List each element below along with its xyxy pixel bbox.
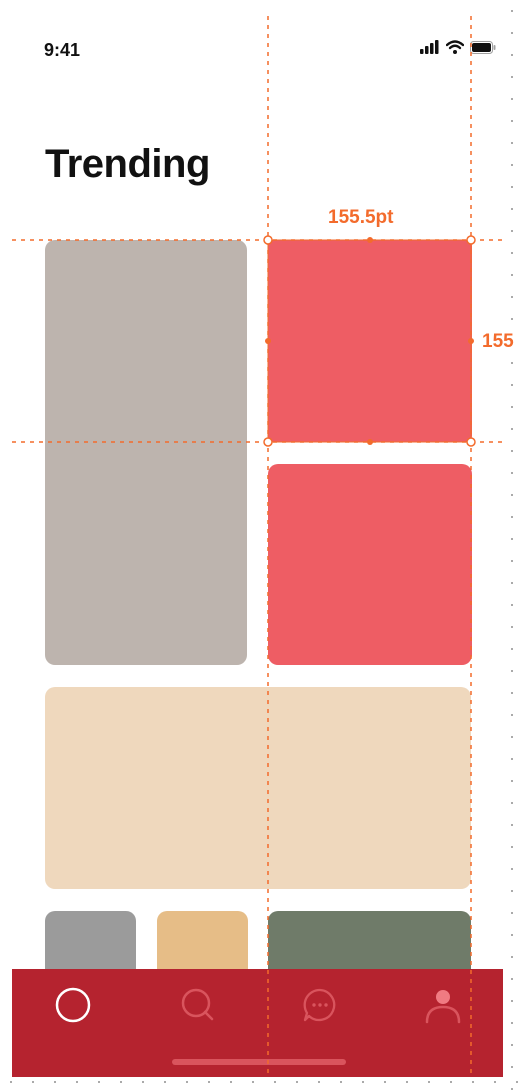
tab-bar [12, 969, 503, 1077]
status-time: 9:41 [44, 40, 80, 61]
home-circle-icon [54, 986, 92, 1024]
canvas-edge-dots-right [511, 0, 513, 1090]
search-icon [178, 985, 218, 1025]
beige-tile[interactable] [45, 687, 471, 889]
tab-search[interactable] [178, 985, 218, 1025]
gray-tile[interactable] [45, 240, 247, 665]
red-tile-selected[interactable] [268, 240, 472, 442]
height-dimension-label: 155 [482, 331, 514, 353]
chat-bubble-icon [300, 985, 340, 1025]
canvas-edge-dots-bottom [0, 1081, 518, 1083]
tab-profile[interactable] [423, 985, 463, 1025]
tab-messages[interactable] [300, 985, 340, 1025]
red-tile[interactable] [268, 464, 472, 665]
home-indicator [172, 1059, 346, 1065]
tab-home[interactable] [53, 985, 93, 1025]
page-title: Trending [45, 142, 210, 187]
width-dimension-label: 155.5pt [328, 207, 393, 229]
cellular-signal-icon [420, 40, 440, 59]
wifi-icon [446, 40, 464, 59]
profile-icon [423, 985, 463, 1025]
battery-icon [470, 41, 496, 59]
status-icons [420, 40, 496, 59]
